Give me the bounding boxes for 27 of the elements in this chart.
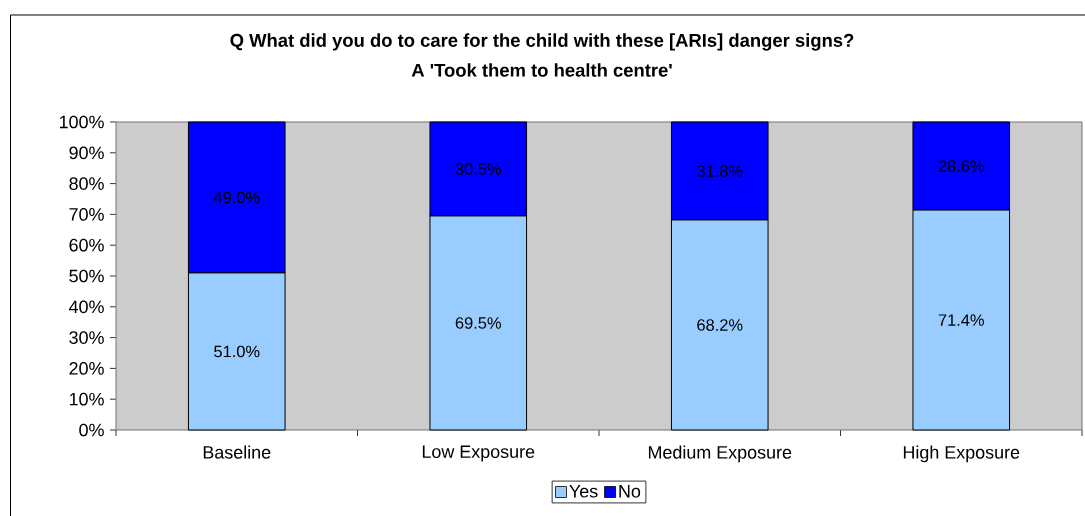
data-label: 30.5% — [455, 163, 501, 175]
x-tick-label: Medium Exposure — [648, 445, 792, 463]
legend-label: Yes — [569, 485, 598, 498]
y-tick-label: 10% — [69, 392, 104, 406]
data-label: 28.6% — [938, 160, 984, 172]
data-label: 68.2% — [697, 319, 743, 331]
y-tick-label: 70% — [69, 208, 104, 221]
y-tick-label: 90% — [69, 146, 104, 160]
y-tick-label: 60% — [69, 238, 104, 252]
y-tick-label: 30% — [69, 331, 104, 344]
y-tick-label: 50% — [69, 269, 104, 283]
data-label: 71.4% — [938, 314, 984, 326]
y-tick-label: 80% — [69, 177, 104, 190]
data-label: 31.8% — [697, 165, 743, 177]
y-tick-label: 20% — [69, 362, 104, 375]
data-label: 51.0% — [214, 345, 260, 358]
data-label: 69.5% — [455, 317, 501, 329]
y-tick-label: 100% — [59, 115, 104, 129]
x-tick-label: High Exposure — [903, 445, 1020, 463]
chart-subtitle: A 'Took them to health centre' — [411, 63, 672, 77]
y-tick-label: 0% — [79, 423, 104, 437]
data-label: 49.0% — [213, 191, 260, 204]
y-tick-label: 40% — [68, 300, 104, 314]
legend-label: No — [619, 485, 641, 498]
chart-title: Q What did you do to care for the child with these [ARIs] danger signs? — [230, 33, 854, 51]
x-tick-label: Baseline — [203, 445, 271, 459]
x-tick-label: Low Exposure — [422, 445, 535, 462]
